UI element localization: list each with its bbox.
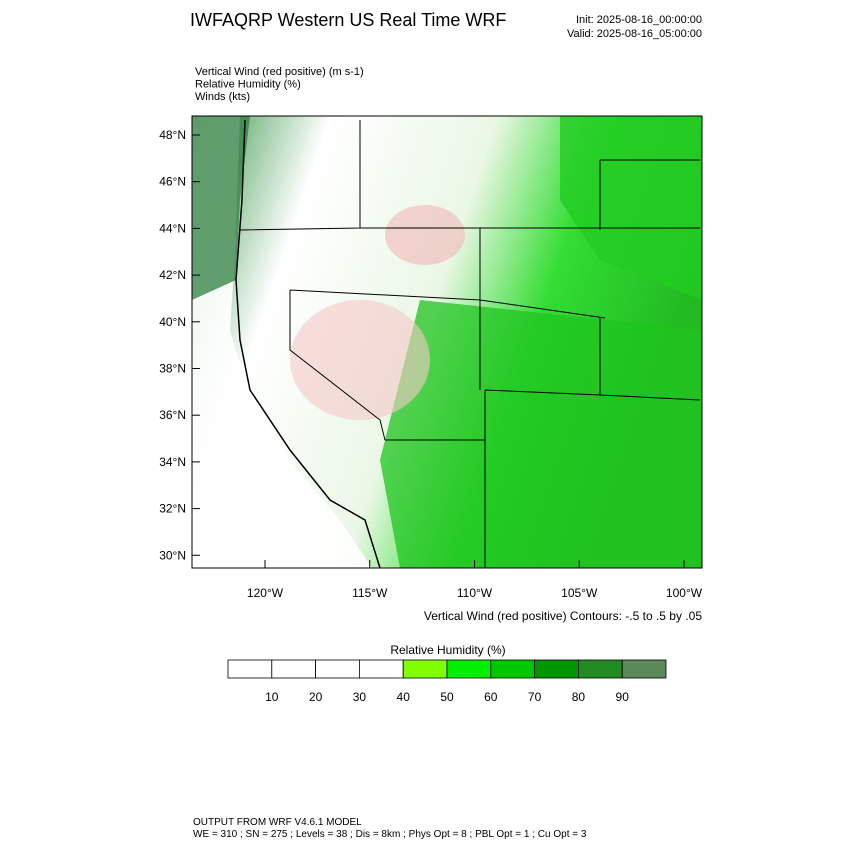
lon-label: 105°W: [561, 586, 598, 600]
colorbar-label: 10: [265, 690, 279, 704]
colorbar-label: 20: [309, 690, 323, 704]
colorbar-label: 40: [397, 690, 411, 704]
footer-line: WE = 310 ; SN = 275 ; Levels = 38 ; Dis …: [193, 829, 587, 840]
updraft-area: [290, 300, 430, 420]
colorbar-label: 80: [572, 690, 586, 704]
init-time: Init: 2025-08-16_00:00:00: [576, 14, 702, 26]
colorbar-label: 70: [528, 690, 542, 704]
colorbar-label: 30: [353, 690, 367, 704]
lat-label: 38°N: [159, 362, 186, 376]
lon-label: 115°W: [352, 586, 388, 600]
field-label: Relative Humidity (%): [195, 79, 301, 91]
colorbar-label: 50: [440, 690, 454, 704]
colorbar-box: [402, 659, 448, 679]
lat-label: 32°N: [159, 502, 186, 516]
colorbar-box: [315, 659, 360, 679]
lat-label: 48°N: [159, 128, 186, 142]
lon-label: 110°W: [457, 586, 493, 600]
moist-region: [380, 300, 702, 568]
colorbar: 10 20 30 40 50 60 70 80 90: [227, 659, 667, 704]
title: IWFAQRP Western US Real Time WRF: [190, 10, 506, 30]
lon-label: 100°W: [666, 586, 703, 600]
colorbar-box: [621, 659, 667, 679]
colorbar-box: [578, 659, 623, 679]
map-frame: [191, 115, 703, 569]
lat-label: 40°N: [159, 315, 186, 329]
map-axes: 48°N 46°N 44°N 42°N 40°N 38°N 36°N 34°N 32°N 30°N…: [159, 128, 703, 600]
field-list: Vertical Wind (red positive) (m s-1)Rela…: [195, 66, 364, 103]
colorbar-title: Relative Humidity (%): [390, 643, 505, 657]
coastline: [235, 119, 381, 569]
colorbar-box: [446, 659, 492, 679]
lat-label: 34°N: [159, 455, 186, 469]
map: [191, 115, 703, 569]
contour-note: Vertical Wind (red positive) Contours: -…: [424, 609, 702, 623]
lat-label: 44°N: [159, 221, 186, 235]
colorbar-label: 60: [484, 690, 498, 704]
state-borders: [239, 120, 701, 568]
moist-region: [192, 116, 250, 300]
lon-label: 120°W: [247, 586, 284, 600]
colorbar-box: [490, 659, 535, 679]
footer-line: OUTPUT FROM WRF V4.6.1 MODEL: [193, 817, 362, 828]
colorbar-box: [227, 659, 273, 679]
ocean: [192, 116, 372, 568]
colorbar-box: [358, 659, 404, 679]
colorbar-box: [534, 659, 579, 679]
colorbar-label: 90: [616, 690, 630, 704]
lat-label: 30°N: [159, 548, 186, 562]
valid-time: Valid: 2025-08-16_05:00:00: [567, 28, 702, 40]
field-label: Winds (kts): [195, 91, 250, 103]
colorbar-box: [271, 659, 316, 679]
lat-label: 42°N: [159, 268, 186, 282]
lat-label: 46°N: [159, 175, 186, 189]
moist-region: [560, 116, 702, 300]
updraft-area: [385, 205, 465, 265]
field-label: Vertical Wind (red positive) (m s-1): [195, 66, 364, 78]
lat-label: 36°N: [159, 408, 186, 422]
